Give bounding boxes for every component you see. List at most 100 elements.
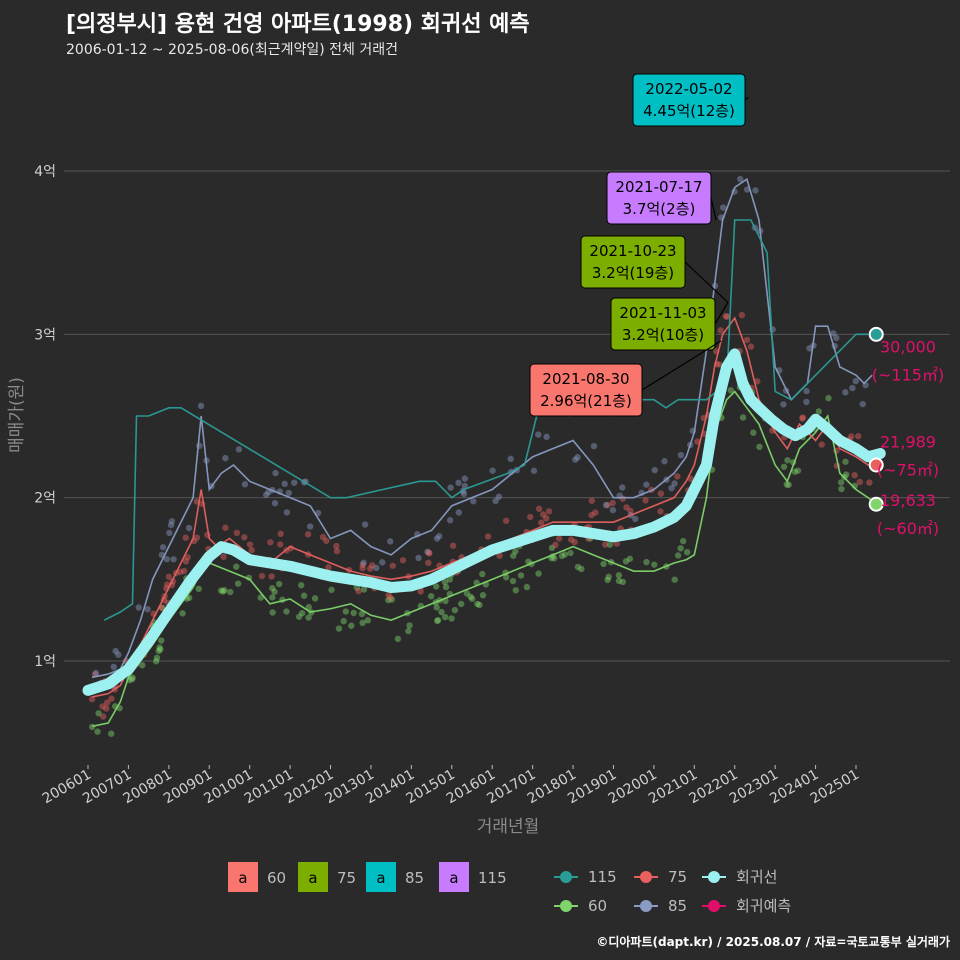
scatter-point-75 — [389, 562, 396, 569]
scatter-point-75 — [165, 573, 173, 581]
scatter-point-75 — [425, 549, 433, 556]
scatter-point-60 — [348, 622, 355, 629]
chart-title: [의정부시] 용현 건영 아파트(1998) 회귀선 예측 — [66, 12, 530, 37]
scatter-point-75 — [540, 511, 547, 518]
scatter-point-60 — [683, 548, 691, 556]
scatter-point-75 — [182, 534, 189, 541]
scatter-point-60 — [128, 676, 136, 683]
scatter-point-60 — [179, 610, 186, 617]
scatter-point-60 — [297, 582, 305, 589]
scatter-point-60 — [442, 613, 449, 621]
scatter-point-85 — [196, 442, 203, 450]
callout-box — [632, 73, 746, 127]
scatter-point-60 — [157, 646, 164, 653]
legend-line-text: 회귀예측 — [736, 897, 791, 915]
scatter-point-60 — [815, 408, 823, 415]
scatter-point-85 — [235, 446, 243, 453]
scatter-point-85 — [433, 535, 441, 542]
scatter-point-85 — [306, 523, 314, 530]
scatter-point-75 — [103, 705, 110, 712]
callout-price: 3.7억(2층) — [623, 200, 696, 218]
scatter-point-60 — [551, 555, 558, 562]
scatter-point-75 — [319, 533, 327, 541]
series-line-115 — [103, 219, 869, 621]
scatter-point-75 — [627, 507, 634, 515]
y-axis-title: 매매가(원) — [7, 377, 27, 453]
scatter-point-75 — [527, 513, 534, 521]
scatter-point-60 — [512, 587, 519, 594]
scatter-point-75 — [333, 542, 340, 550]
scatter-point-60 — [434, 617, 441, 625]
scatter-point-85 — [446, 517, 454, 524]
legend-label-text: 115 — [478, 869, 507, 887]
callout-price: 3.2억(10층) — [622, 326, 704, 344]
legend-line-text: 115 — [588, 868, 617, 886]
legend-dot-5 — [708, 900, 720, 912]
scatter-point-75 — [277, 541, 284, 548]
scatter-point-85 — [803, 398, 810, 406]
scatter-point-75 — [567, 536, 575, 543]
scatter-point-85 — [435, 532, 443, 540]
scatter-point-60 — [283, 608, 290, 615]
scatter-point-85 — [535, 431, 542, 438]
scatter-point-85 — [271, 499, 279, 507]
scatter-point-75 — [158, 604, 166, 612]
scatter-point-75 — [181, 567, 188, 575]
scatter-point-85 — [492, 497, 499, 505]
scatter-point-75 — [717, 327, 724, 334]
scatter-point-75 — [552, 541, 559, 549]
scatter-layer — [88, 175, 873, 737]
scatter-point-60 — [350, 609, 357, 617]
scatter-point-60 — [95, 710, 102, 717]
series-line-75 — [91, 316, 877, 698]
scatter-point-60 — [129, 674, 136, 681]
scatter-point-60 — [152, 658, 160, 665]
scatter-point-75 — [246, 541, 254, 548]
scatter-point-85 — [166, 529, 173, 537]
line-layer — [91, 177, 877, 728]
scatter-point-60 — [578, 565, 585, 573]
scatter-point-60 — [457, 600, 465, 608]
scatter-point-60 — [510, 552, 517, 559]
scatter-point-75 — [609, 499, 616, 507]
scatter-point-75 — [99, 703, 106, 710]
scatter-point-60 — [451, 606, 459, 614]
scatter-point-60 — [360, 586, 368, 593]
scatter-point-60 — [619, 578, 627, 586]
scatter-point-75 — [716, 361, 723, 368]
scatter-point-60 — [295, 613, 303, 620]
legend-dot-2 — [708, 871, 720, 883]
scatter-point-60 — [394, 635, 402, 643]
scatter-point-85 — [668, 484, 675, 492]
scatter-point-85 — [543, 433, 550, 441]
scatter-point-75 — [355, 587, 362, 595]
callout-leader — [710, 197, 717, 221]
scatter-point-75 — [738, 311, 746, 319]
legend-line-text: 회귀선 — [736, 868, 777, 886]
scatter-point-75 — [799, 414, 806, 421]
scatter-point-60 — [305, 603, 312, 611]
scatter-point-60 — [727, 387, 734, 394]
scatter-point-60 — [432, 583, 440, 590]
scatter-point-60 — [479, 591, 487, 599]
scatter-point-60 — [275, 580, 283, 588]
legend-line-text: 60 — [588, 897, 607, 915]
callout-date: 2021-10-23 — [589, 242, 676, 260]
scatter-point-60 — [615, 577, 623, 585]
scatter-point-85 — [852, 377, 859, 385]
scatter-point-60 — [335, 625, 343, 632]
scatter-point-75 — [222, 524, 229, 531]
callout-leader — [744, 97, 749, 101]
scatter-point-60 — [342, 608, 350, 615]
scatter-point-60 — [756, 443, 763, 451]
callout-price: 2.96억(21층) — [540, 392, 632, 410]
scatter-point-85 — [470, 498, 477, 505]
scatter-point-75 — [535, 505, 543, 512]
scatter-point-85 — [379, 559, 386, 566]
scatter-point-75 — [866, 479, 873, 486]
scatter-point-85 — [285, 489, 293, 497]
scatter-point-75 — [399, 557, 407, 564]
scatter-point-85 — [360, 559, 367, 566]
scatter-point-75 — [267, 539, 274, 546]
scatter-point-75 — [754, 378, 761, 385]
